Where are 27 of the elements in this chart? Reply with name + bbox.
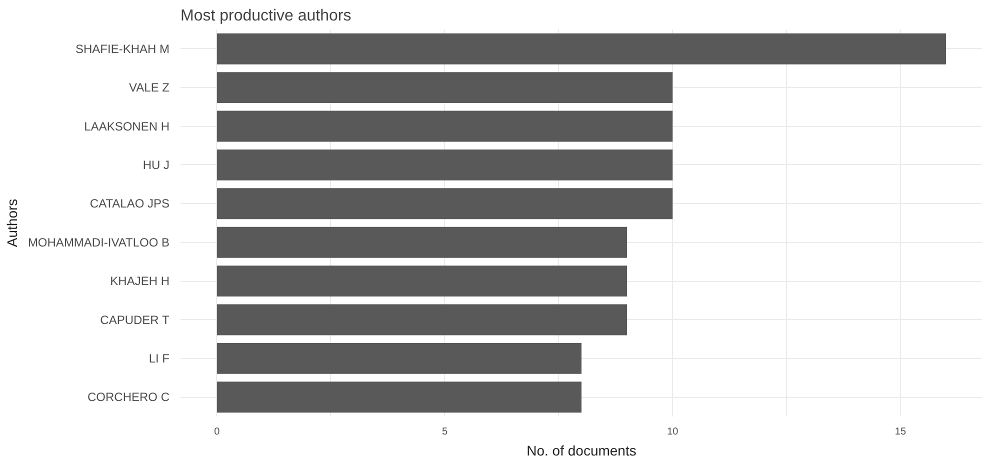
x-tick-label: 5: [442, 426, 448, 438]
x-axis-title: No. of documents: [526, 442, 636, 458]
bar: [216, 342, 582, 374]
bar: [216, 72, 673, 104]
bar: [216, 304, 628, 336]
bar: [216, 188, 673, 220]
y-tick-label: HU J: [142, 158, 170, 172]
x-tick-label: 15: [894, 426, 906, 438]
x-tick-label: 10: [667, 426, 679, 438]
y-tick-label: CAPUDER T: [100, 312, 170, 327]
y-tick-label: SHAFIE-KHAH M: [75, 42, 170, 56]
y-tick-label: MOHAMMADI-IVATLOO B: [28, 235, 170, 250]
y-tick-label: VALE Z: [129, 80, 170, 95]
y-axis-title: Authors: [4, 198, 20, 248]
y-tick-label: LI F: [148, 351, 170, 366]
bar: [216, 226, 628, 258]
y-tick-label: KHAJEH H: [110, 274, 170, 288]
y-tick-label: CORCHERO C: [88, 390, 170, 404]
bar: [216, 33, 946, 64]
bar: [216, 110, 673, 142]
x-tick-label: 0: [214, 426, 220, 438]
bar: [216, 149, 673, 180]
bar: [216, 382, 582, 413]
y-tick-label: LAAKSONEN H: [84, 119, 170, 134]
bar: [216, 266, 628, 297]
chart-title: Most productive authors: [180, 8, 352, 24]
y-tick-label: CATALAO JPS: [90, 196, 170, 211]
